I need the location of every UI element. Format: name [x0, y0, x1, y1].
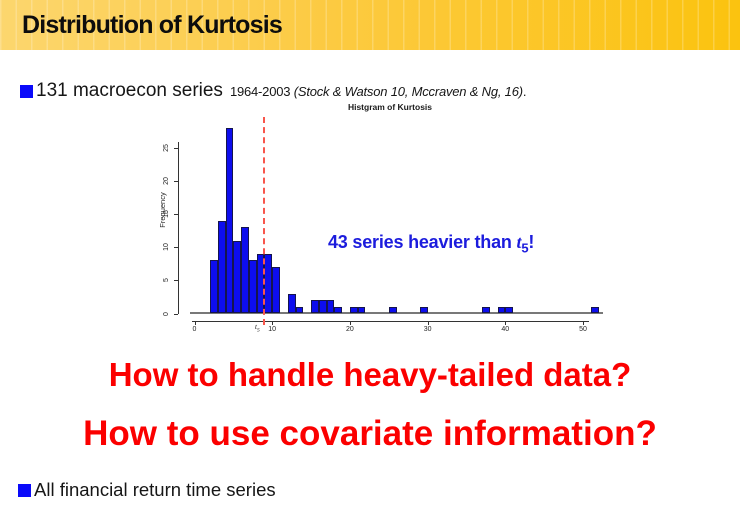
y-axis-line	[177, 142, 179, 314]
x-tick	[427, 321, 429, 325]
macroecon-bullet-text: 131 macroecon series	[36, 80, 223, 101]
t5-axis-label: t5	[255, 323, 260, 333]
slide-title: Distribution of Kurtosis	[22, 10, 283, 39]
hist-bar	[497, 306, 506, 314]
y-tick	[173, 214, 178, 216]
x-tick-label: 20	[345, 326, 354, 333]
annotation-t: t	[516, 232, 522, 252]
hist-bar	[590, 306, 599, 314]
hist-bar	[388, 306, 397, 314]
x-tick-label: 10	[268, 326, 277, 333]
hist-bar	[311, 300, 319, 314]
y-tick-label: 5	[163, 278, 170, 283]
x-axis-line	[192, 321, 589, 322]
bullet-square-icon	[18, 483, 31, 497]
y-tick	[173, 280, 178, 282]
annotation-sub: 5	[521, 240, 529, 256]
hist-bar	[326, 300, 335, 314]
question-covariate: How to use covariate information?	[83, 414, 657, 453]
macroecon-bullet-detail: 1964-2003 (Stock & Watson 10, Mccraven &…	[229, 84, 527, 99]
hist-bar	[318, 300, 327, 314]
x-tick	[272, 321, 274, 325]
financial-bullet: All financial return time series	[18, 479, 276, 501]
hist-bar	[225, 127, 234, 314]
hist-bar	[334, 306, 343, 314]
hist-bar	[272, 267, 280, 314]
y-tick	[173, 180, 178, 182]
y-tick-label: 10	[163, 243, 170, 252]
chart-title: Histgram of Kurtosis	[347, 102, 433, 112]
t5-label-base: t	[255, 323, 257, 331]
hist-bar	[419, 306, 428, 314]
hist-bar	[217, 220, 226, 314]
x-tick	[583, 321, 584, 325]
x-tick	[349, 321, 351, 325]
annotation-post: !	[528, 232, 535, 252]
x-tick-label: 40	[501, 326, 510, 333]
t5-vline	[263, 117, 266, 325]
hist-bar	[287, 293, 296, 314]
y-tick	[173, 313, 178, 315]
hist-bar	[210, 260, 218, 314]
kurtosis-histogram: Histgram of Kurtosis Frequency t5 0 10 20 3…	[155, 100, 645, 345]
hist-bar	[233, 240, 242, 314]
heavy-tail-annotation: 43 series heavier than t5!	[328, 232, 534, 256]
hist-bar	[241, 227, 249, 314]
question-heavy-tailed: How to handle heavy-tailed data?	[108, 356, 632, 393]
x-tick	[505, 321, 507, 325]
y-tick-label: 15	[163, 210, 170, 218]
hist-bar	[248, 260, 257, 314]
x-tick	[194, 321, 196, 325]
hist-bar	[357, 306, 366, 314]
hist-bar	[295, 306, 304, 314]
x-tick-label: 30	[423, 326, 432, 333]
hist-bar	[481, 306, 490, 314]
y-tick	[173, 147, 178, 149]
annotation-pre: 43 series heavier than	[328, 232, 517, 252]
year-range: 1964-2003	[229, 84, 294, 99]
financial-bullet-text: All financial return time series	[34, 479, 276, 500]
hist-bar	[264, 253, 273, 314]
bullet-square-icon	[20, 84, 33, 98]
sentence-period: .	[522, 84, 527, 99]
hist-bar	[505, 306, 514, 314]
citation-text: (Stock & Watson 10, Mccraven & Ng, 16)	[293, 84, 523, 99]
macroecon-bullet: 131 macroecon series 1964-2003 (Stock & …	[20, 80, 527, 102]
y-tick-label: 25	[163, 143, 170, 152]
y-tick-label: 0	[163, 311, 170, 316]
hist-bar	[349, 306, 358, 314]
x-tick-label: 0	[192, 326, 197, 333]
x-tick-label: 50	[579, 326, 587, 333]
y-tick-label: 20	[163, 177, 170, 185]
t5-label-sub: 5	[256, 327, 260, 334]
slide-header: Distribution of Kurtosis	[0, 0, 740, 50]
y-tick	[173, 247, 178, 249]
